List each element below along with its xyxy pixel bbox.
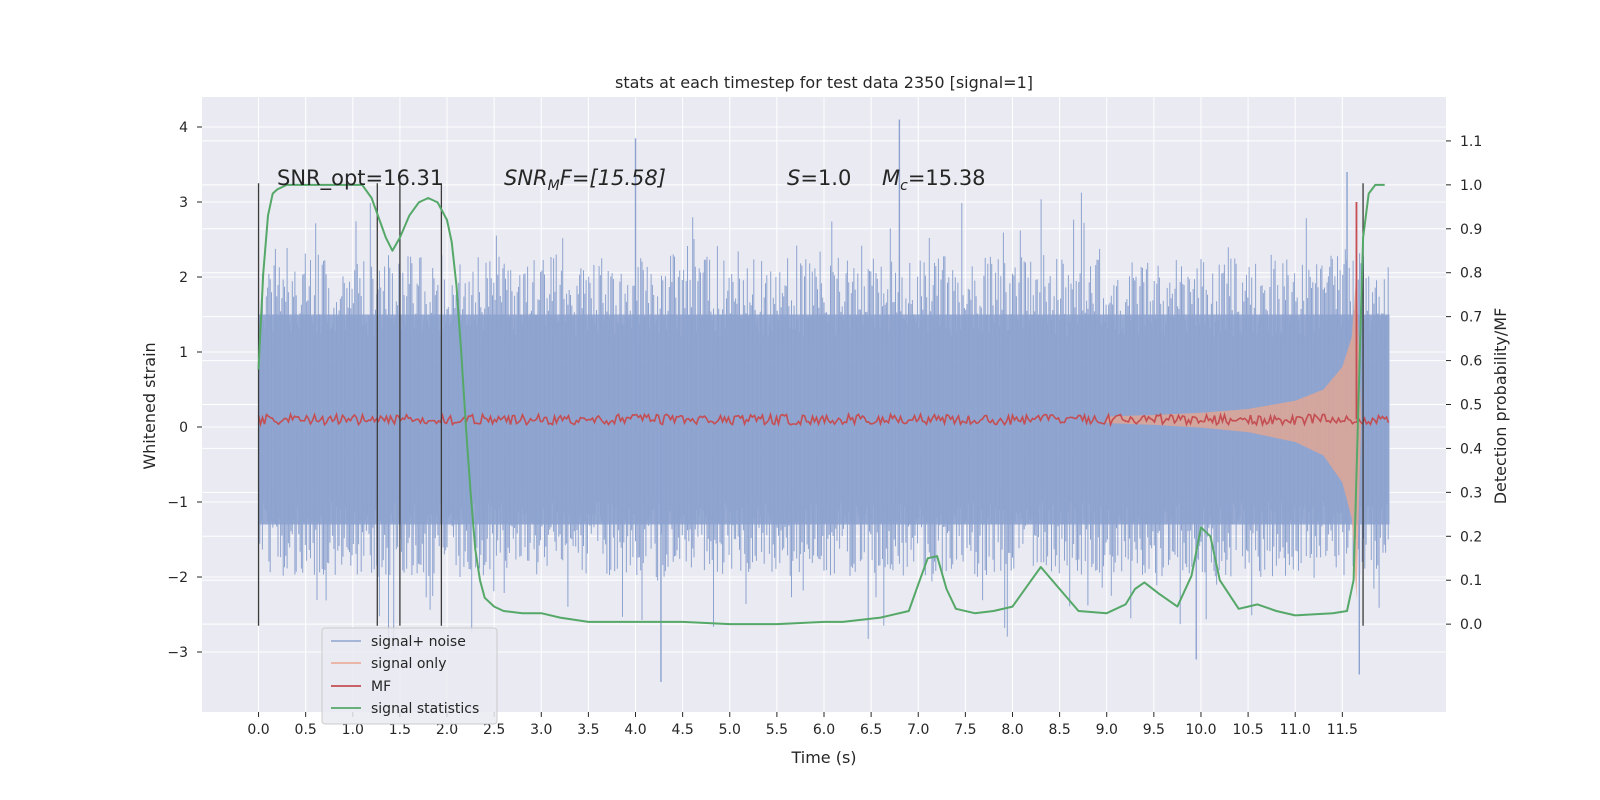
y-tick-label-left: −2: [167, 570, 188, 586]
y-axis-title-left: Whitened strain: [140, 342, 159, 469]
x-tick-label: 5.5: [766, 722, 788, 738]
x-tick-label: 9.0: [1096, 722, 1118, 738]
series-signal-statistics: [257, 183, 1385, 626]
x-tick-label: 10.5: [1233, 722, 1264, 738]
annotation-snr-opt: SNR_opt=16.31: [277, 166, 443, 191]
x-tick-label: 4.5: [672, 722, 694, 738]
mf-line: [257, 411, 1390, 428]
x-tick-label: 2.0: [436, 722, 458, 738]
x-tick-label: 4.0: [624, 722, 646, 738]
chart-title: stats at each timestep for test data 235…: [615, 73, 1033, 92]
x-tick-label: 11.5: [1327, 722, 1358, 738]
signal-statistics-line: [257, 183, 1385, 626]
legend-label-mf: MF: [371, 679, 391, 695]
annotation-snr-mf-base: SNR: [504, 166, 548, 190]
annotation-mc-value: =15.38: [908, 166, 986, 190]
annotation-s-value: =1.0: [800, 166, 851, 190]
x-tick-label: 5.0: [719, 722, 741, 738]
annotation-s-symbol: S: [787, 166, 800, 190]
series-signal-only: [1106, 269, 1362, 600]
x-tick-label: 8.5: [1048, 722, 1070, 738]
y-tick-label-right: 0.0: [1460, 617, 1482, 633]
tick-labels: 0.0 0.5 1.0 1.5 2.0 2.5 3.0 3.5 4.0 4.5 5.0 5.5 6.0 6…: [167, 120, 1482, 738]
y-tick-label-left: −3: [167, 645, 188, 661]
x-tick-label: 1.0: [342, 722, 364, 738]
annotation-mc-sub: c: [900, 178, 908, 194]
legend-box: [321, 627, 498, 725]
y-axis-title-right: Detection probability/MF: [1491, 308, 1510, 505]
annotation-s: S=1.0: [787, 166, 851, 190]
x-tick-label: 7.0: [907, 722, 929, 738]
y-tick-label-left: 2: [179, 270, 188, 286]
annotation-snr-mf: SNRMF=[15.58]: [504, 166, 666, 194]
y-tick-label-right: 0.6: [1460, 354, 1482, 370]
y-tick-label-left: 1: [179, 345, 188, 361]
annotation-snr-mf-sub: M: [548, 178, 560, 194]
series-mf: [257, 202, 1390, 428]
legend-label-signal-plus-noise: signal+ noise: [371, 634, 466, 650]
legend-label-signal-only: signal only: [371, 656, 446, 672]
y-tick-label-right: 0.4: [1460, 441, 1482, 457]
x-tick-label: 8.0: [1001, 722, 1023, 738]
legend-label-signal-statistics: signal statistics: [371, 701, 479, 717]
x-tick-label: 3.0: [530, 722, 552, 738]
x-tick-label: 9.5: [1143, 722, 1165, 738]
x-tick-label: 11.0: [1280, 722, 1311, 738]
y-tick-label-right: 0.5: [1460, 398, 1482, 414]
x-tick-label: 6.0: [813, 722, 835, 738]
x-axis-title: Time (s): [790, 748, 856, 767]
y-tick-label-right: 0.1: [1460, 573, 1482, 589]
x-tick-label: 0.5: [295, 722, 317, 738]
y-tick-label-right: 0.7: [1460, 310, 1482, 326]
signal-only-envelope: [1106, 269, 1362, 600]
y-tick-label-left: 0: [179, 420, 188, 436]
x-tick-label: 1.5: [389, 722, 411, 738]
annotation-mc-symbol: M: [882, 166, 900, 190]
y-tick-label-right: 0.8: [1460, 266, 1482, 282]
annotation-mc: Mc=15.38: [882, 166, 986, 194]
x-tick-label: 3.5: [577, 722, 599, 738]
y-tick-label-right: 1.0: [1460, 178, 1482, 194]
x-tick-label: 7.5: [954, 722, 976, 738]
y-tick-label-left: 3: [179, 195, 188, 211]
x-tick-label: 10.0: [1185, 722, 1216, 738]
y-tick-label-left: 4: [179, 120, 188, 136]
x-tick-label: 6.5: [860, 722, 882, 738]
x-tick-label: 2.5: [483, 722, 505, 738]
x-tick-label: 0.0: [247, 722, 269, 738]
y-tick-label-right: 0.9: [1460, 222, 1482, 238]
annotation-snr-mf-rest: F=[15.58]: [560, 166, 666, 190]
y-tick-label-right: 1.1: [1460, 134, 1482, 150]
y-tick-label-right: 0.2: [1460, 529, 1482, 545]
legend: signal+ noise signal only MF signal stat…: [321, 627, 498, 725]
y-tick-label-right: 0.3: [1460, 485, 1482, 501]
y-tick-label-left: −1: [167, 495, 188, 511]
